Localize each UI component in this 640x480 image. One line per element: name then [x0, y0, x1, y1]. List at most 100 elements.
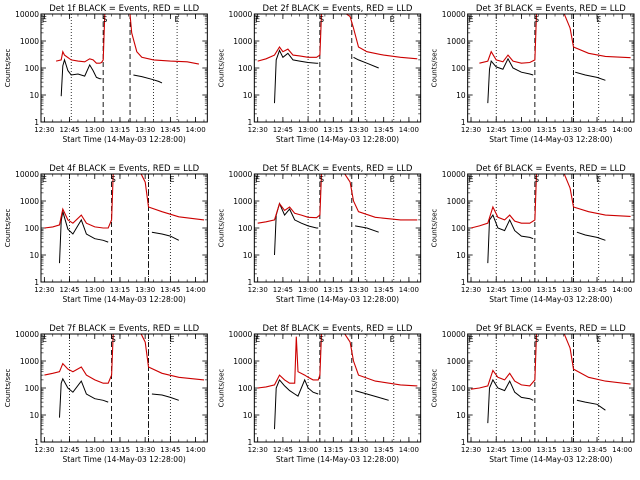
panel-title: Det 3f BLACK = Events, RED = LLD [476, 4, 626, 14]
series-line-lld [470, 174, 631, 229]
x-tick-label: 13:30 [348, 286, 368, 294]
panel-title: Det 1f BLACK = Events, RED = LLD [49, 4, 199, 14]
y-tick-label: 1000 [233, 197, 252, 206]
attenuator-marker: S [102, 15, 107, 24]
chart-panel-6f: Det 6f BLACK = Events, RED = LLD Counts/s… [431, 164, 635, 304]
series-line-events [274, 49, 319, 104]
series-line-events [487, 57, 534, 104]
panel-title: Det 8f BLACK = Events, RED = LLD [263, 324, 413, 334]
axes-frame [467, 333, 635, 443]
x-tick-label: 14:00 [185, 446, 205, 454]
x-tick-label: 12:30 [248, 286, 268, 294]
plot-area [470, 334, 631, 424]
x-tick-label: 14:00 [185, 286, 205, 294]
y-tick-label: 100 [451, 224, 466, 233]
x-tick-label: 14:00 [612, 286, 632, 294]
attenuator-marker: E [42, 175, 47, 184]
panel-title: Det 9f BLACK = Events, RED = LLD [476, 324, 626, 334]
x-tick-label: 13:00 [85, 446, 105, 454]
y-tick-label: 1 [248, 438, 253, 447]
x-axis-label: Start Time (14-May-03 12:28:00) [63, 455, 186, 464]
attenuator-marker: E [42, 335, 47, 344]
panel-title: Det 7f BLACK = Events, RED = LLD [49, 324, 199, 334]
y-tick-label: 100 [238, 384, 253, 393]
x-tick-label: 13:30 [562, 126, 582, 134]
y-tick-label: 1 [461, 278, 466, 287]
attenuator-marker: E [468, 175, 473, 184]
x-tick-label: 13:45 [160, 286, 180, 294]
x-tick-label: 13:45 [587, 126, 607, 134]
y-tick-label: 10 [243, 251, 253, 260]
x-tick-label: 12:30 [248, 446, 268, 454]
series-line-events [354, 390, 389, 401]
x-tick-label: 13:30 [562, 286, 582, 294]
x-tick-label: 14:00 [399, 286, 419, 294]
x-tick-label: 13:45 [160, 126, 180, 134]
x-tick-label: 13:30 [135, 286, 155, 294]
attenuator-marker: E [255, 15, 260, 24]
y-tick-label: 10 [243, 411, 253, 420]
attenuator-marker: E [390, 175, 395, 184]
y-tick-label: 100 [25, 64, 40, 73]
plot-area [44, 174, 205, 264]
x-tick-label: 13:15 [323, 126, 343, 134]
x-tick-label: 13:15 [537, 126, 557, 134]
series-line-events [133, 74, 163, 84]
y-tick-label: 1 [248, 118, 253, 127]
plot-area [44, 334, 205, 418]
axes-frame [467, 13, 635, 123]
x-tick-label: 13:30 [135, 446, 155, 454]
series-line-events [274, 378, 319, 430]
x-tick-label: 13:00 [298, 446, 318, 454]
chart-panel-3f: Det 3f BLACK = Events, RED = LLD Counts/s… [431, 4, 635, 144]
x-axis-label: Start Time (14-May-03 12:28:00) [63, 135, 186, 144]
attenuator-marker: S [111, 335, 116, 344]
plot-area [479, 14, 631, 104]
plot-area [257, 174, 418, 256]
y-tick-label: 10000 [228, 10, 252, 19]
y-axis-label: Counts/sec [431, 209, 439, 248]
chart-panel-8f: Det 8f BLACK = Events, RED = LLD Counts/s… [217, 324, 422, 464]
chart-panel-5f: Det 5f BLACK = Events, RED = LLD Counts/s… [217, 164, 422, 304]
y-tick-label: 1000 [233, 357, 252, 366]
series-line-events [60, 58, 102, 97]
plot-area [257, 14, 418, 104]
y-tick-label: 1000 [447, 37, 466, 46]
x-tick-label: 13:00 [511, 286, 531, 294]
x-tick-label: 12:45 [486, 126, 506, 134]
x-axis-label: Start Time (14-May-03 12:28:00) [276, 135, 399, 144]
x-tick-label: 12:30 [34, 286, 54, 294]
attenuator-marker: E [390, 335, 395, 344]
x-axis-label: Start Time (14-May-03 12:28:00) [489, 295, 612, 304]
series-line-events [576, 231, 606, 241]
attenuator-marker: S [111, 175, 116, 184]
x-tick-label: 13:15 [537, 446, 557, 454]
panel-title: Det 4f BLACK = Events, RED = LLD [49, 164, 199, 174]
y-axis-label: Counts/sec [4, 209, 12, 248]
x-tick-label: 13:45 [374, 446, 394, 454]
y-tick-label: 1000 [447, 197, 466, 206]
y-tick-label: 100 [238, 64, 253, 73]
x-tick-label: 13:45 [160, 446, 180, 454]
attenuator-marker: S [534, 335, 539, 344]
y-tick-label: 1000 [447, 357, 466, 366]
y-tick-label: 100 [451, 64, 466, 73]
attenuator-marker: E [255, 335, 260, 344]
x-tick-label: 13:00 [298, 286, 318, 294]
series-line-events [151, 231, 180, 241]
series-line-lld [257, 334, 418, 389]
x-tick-label: 12:45 [273, 446, 293, 454]
axes-frame [40, 333, 208, 443]
y-tick-label: 1 [34, 438, 39, 447]
series-line-events [151, 393, 179, 401]
series-line-events [575, 71, 606, 81]
x-tick-label: 13:45 [374, 286, 394, 294]
x-tick-label: 13:15 [323, 446, 343, 454]
x-tick-label: 13:30 [562, 446, 582, 454]
x-tick-label: 14:00 [612, 126, 632, 134]
chart-panel-4f: Det 4f BLACK = Events, RED = LLD Counts/s… [4, 164, 208, 304]
y-tick-label: 1000 [20, 197, 39, 206]
x-tick-label: 12:30 [461, 126, 481, 134]
y-tick-label: 1000 [20, 37, 39, 46]
y-tick-label: 10000 [15, 170, 39, 179]
